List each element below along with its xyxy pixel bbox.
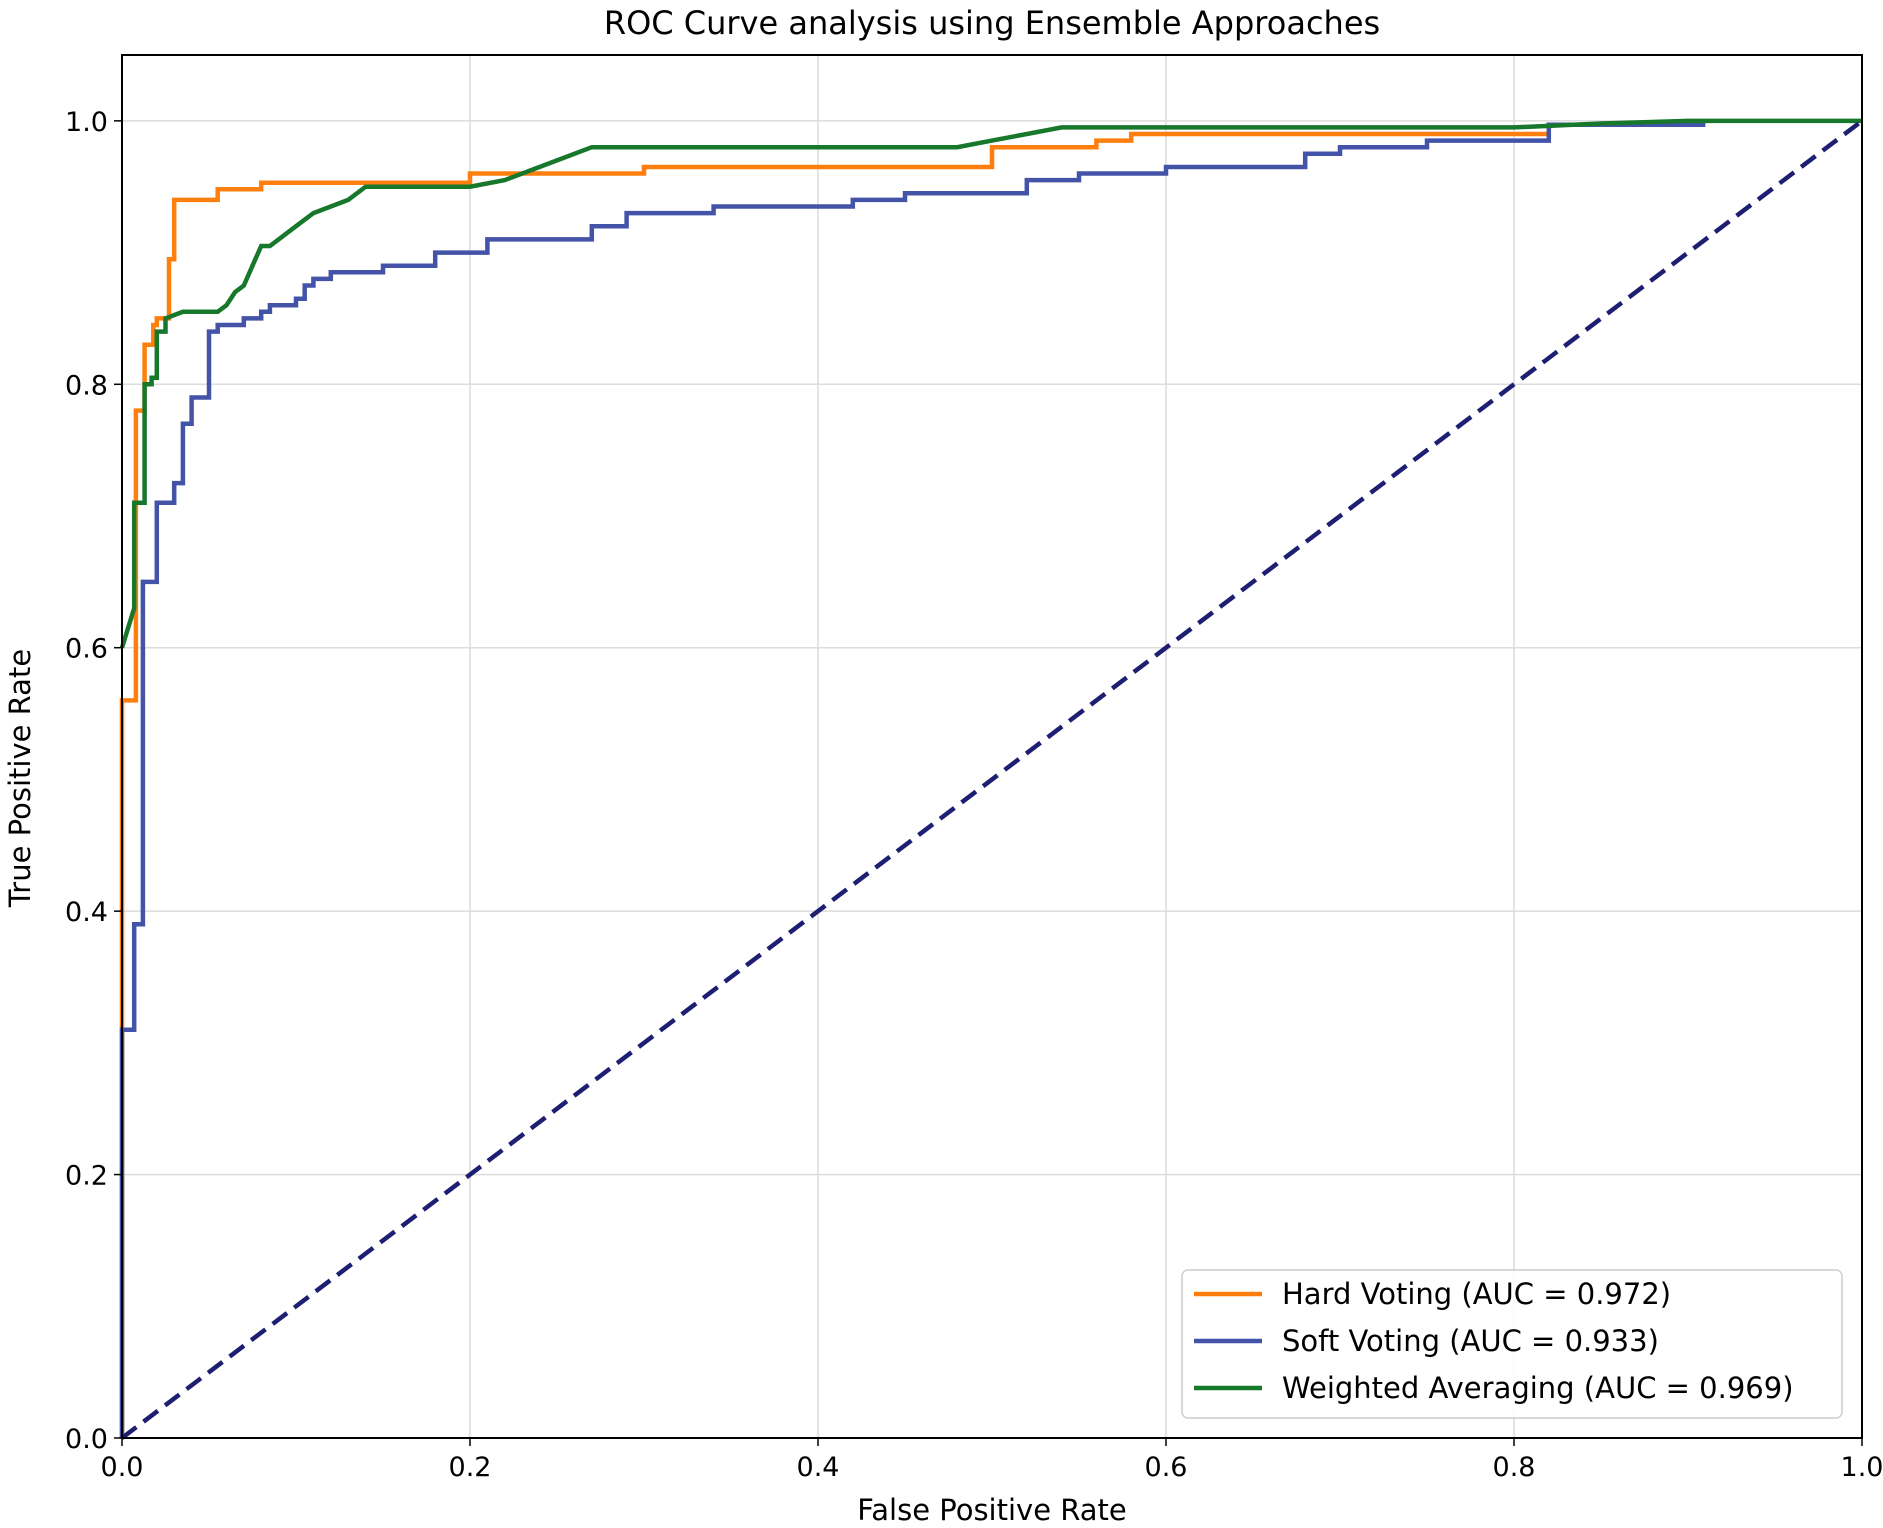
series-layer (119, 118, 1864, 1440)
legend-label-soft-voting: Soft Voting (AUC = 0.933) (1282, 1324, 1659, 1358)
legend-box (1181, 1269, 1843, 1419)
x-tick-label: 0.0 (101, 1452, 144, 1483)
x-tick-label: 1.0 (1841, 1452, 1883, 1483)
legend-label-hard-voting: Hard Voting (AUC = 0.972) (1282, 1277, 1671, 1311)
x-tick-label: 0.8 (1493, 1452, 1536, 1483)
y-tick-label: 1.0 (65, 107, 108, 138)
series-line-hard-voting (119, 122, 1688, 1438)
x-axis-label: False Positive Rate (857, 1493, 1127, 1527)
y-tick-label: 0.6 (65, 634, 108, 665)
grid-layer (121, 55, 1863, 1439)
series-line-soft-voting (119, 122, 1706, 1438)
series-line-weighted-averaging (119, 118, 1862, 649)
x-tick-label: 0.2 (449, 1452, 492, 1483)
y-tick-label: 0.4 (65, 897, 108, 928)
legend-label-weighted-averaging: Weighted Averaging (AUC = 0.969) (1282, 1371, 1794, 1405)
legend: Hard Voting (AUC = 0.972) Soft Voting (A… (1181, 1269, 1843, 1419)
chart-title: ROC Curve analysis using Ensemble Approa… (604, 4, 1380, 42)
y-axis-label: True Positive Rate (3, 649, 37, 908)
x-tick-label: 0.4 (797, 1452, 840, 1483)
y-tick-label: 0.0 (65, 1424, 108, 1455)
x-tick-label: 0.6 (1145, 1452, 1188, 1483)
y-tick-label: 0.8 (65, 370, 108, 401)
tick-layer: 0.0 0.2 0.4 0.6 0.8 1.0 0.0 0.2 0.4 0.6 0.8 1.0 (65, 107, 1883, 1483)
plot-frame (121, 54, 1863, 1439)
series-line-random-classifier (120, 119, 1864, 1440)
y-tick-label: 0.2 (65, 1161, 108, 1192)
